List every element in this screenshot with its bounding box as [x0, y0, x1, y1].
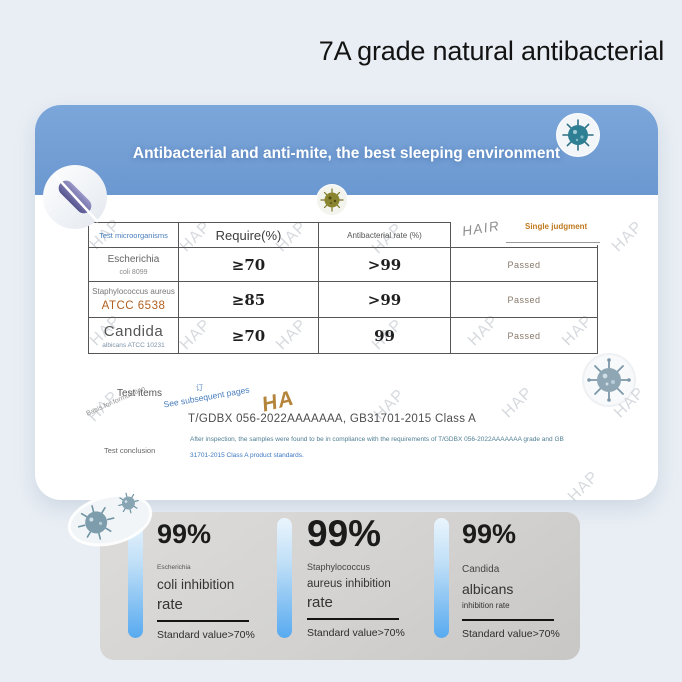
stat-divider [157, 620, 249, 622]
stat-label: aureus inhibition [307, 578, 391, 590]
column-header-require: Require(%) [178, 222, 319, 248]
stat-label: albicans [462, 581, 514, 597]
require-value: ≥70 [178, 247, 319, 282]
conclusion-line2: 31701-2015 Class A product standards. [190, 452, 304, 459]
stat-block-candida: 99% Candida albicans inhibition rate Sta… [462, 521, 604, 640]
stat-bar [434, 518, 449, 638]
stat-standard: Standard value>70% [157, 629, 255, 641]
stat-block-escherichia: 99% Escherichia coli inhibition rate Sta… [157, 521, 299, 641]
rate-value: >99 [318, 281, 451, 318]
stat-label: coli inhibition [157, 577, 235, 592]
rate-value: 99 [318, 317, 451, 354]
page-title: 7A grade natural antibacterial [318, 36, 664, 66]
stat-bar [277, 518, 292, 638]
hair-logo-patch: HAIR Single judgment [451, 212, 602, 245]
test-report-table: Test microorganisms Require(%) Antibacte… [88, 222, 598, 354]
table-row: Candida albicans ATCC 10231 ≥70 99 Passe… [88, 317, 598, 354]
conclusion-line1: After inspection, the samples were found… [190, 436, 564, 443]
test-conclusion-label: Test conclusion [104, 446, 156, 455]
table-row: Staphylococcus aureus ATCC 6538 ≥85 >99 … [88, 281, 598, 318]
judgment-value: Passed [450, 247, 598, 282]
virus-teal-icon [556, 113, 600, 157]
stat-block-staphylococcus: 99% Staphylococcus aureus inhibition rat… [307, 515, 449, 639]
microorganism-strain: ATCC 6538 [101, 300, 166, 312]
cell-microorganism: Staphylococcus aureus ATCC 6538 [88, 281, 179, 318]
column-header-judgment-label: Single judgment [525, 222, 588, 231]
stat-divider [307, 618, 399, 620]
require-value: ≥85 [178, 281, 319, 318]
stat-divider [462, 619, 554, 621]
banner: Antibacterial and anti-mite, the best sl… [35, 105, 658, 195]
cell-microorganism: Escherichia coli 8099 [88, 247, 179, 282]
stat-label: rate [307, 594, 333, 611]
stat-percent: 99% [462, 519, 517, 549]
microorganism-strain: coli 8099 [119, 268, 148, 276]
pill-icon [43, 165, 107, 229]
table-row: Escherichia coli 8099 ≥70 >99 Passed [88, 247, 598, 282]
hair-logo-text: HAIR [461, 218, 502, 239]
rate-value: >99 [318, 247, 451, 282]
stat-standard: Standard value>70% [462, 628, 560, 640]
bacteria-olive-icon [316, 184, 348, 216]
stats-panel [100, 512, 580, 660]
microorganism-name: Candida [103, 322, 164, 340]
microorganism-name: Staphylococcus aureus [92, 287, 175, 296]
judgment-value: Passed [450, 317, 598, 354]
column-header-rate: Antibacterial rate (%) [318, 222, 451, 248]
hair-logo-underline [506, 242, 600, 243]
stat-species: Staphylococcus [307, 562, 371, 572]
stat-standard: Standard value>70% [307, 627, 405, 639]
banner-heading: Antibacterial and anti-mite, the best sl… [132, 145, 561, 162]
microorganism-name: Escherichia [107, 253, 160, 265]
microorganism-strain: albicans ATCC 10231 [102, 341, 165, 349]
stat-label: inhibition rate [462, 601, 510, 610]
standard-reference: T/GDBX 056-2022AAAAAAA, GB31701-2015 Cla… [188, 413, 477, 425]
cell-microorganism: Candida albicans ATCC 10231 [88, 317, 179, 354]
column-header-microorganisms: Test microorganisms [88, 222, 179, 248]
judgment-value: Passed [450, 281, 598, 318]
require-value: ≥70 [178, 317, 319, 354]
bacteria-cluster-icon [67, 492, 153, 547]
see-note-mark: 订 [196, 385, 203, 392]
virus-gray-icon [582, 353, 636, 407]
stat-percent: 99% [157, 519, 212, 549]
stat-species: Candida [462, 564, 500, 575]
stat-species: Escherichia [157, 564, 191, 571]
test-items-label: Test items [117, 388, 163, 399]
stat-percent: 99% [307, 513, 382, 554]
stat-bar [128, 518, 143, 638]
stat-label: rate [157, 596, 183, 613]
